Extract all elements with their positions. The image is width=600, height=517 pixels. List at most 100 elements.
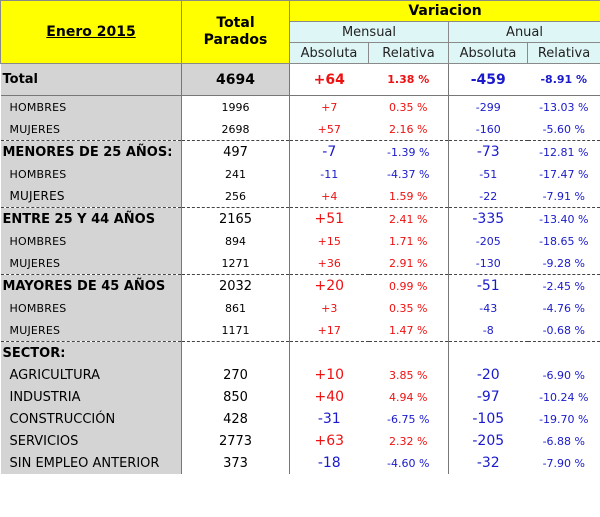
total-header-line1: Total (216, 15, 255, 31)
anual-absoluta: -205 (475, 234, 501, 248)
anual-relativa: -10.24 % (527, 386, 600, 408)
total-value: 256 (181, 185, 290, 208)
anual-relativa: -19.70 % (527, 408, 600, 430)
anual-absoluta: -8 (482, 323, 494, 337)
row-label: SERVICIOS (0, 430, 182, 452)
mensual-relativa: 3.85 % (368, 364, 449, 386)
total-value: 497 (181, 140, 290, 163)
table-row: MUJERES 1171 +17 1.47 % -8 -0.68 % (0, 319, 600, 342)
row-label: SIN EMPLEO ANTERIOR (0, 452, 182, 474)
table-row: HOMBRES 1996 +7 0.35 % -299 -13.03 % (0, 95, 600, 118)
mensual-absoluta: +15 (317, 234, 341, 248)
anual-absoluta: -43 (479, 301, 498, 315)
mensual-relativa: 2.41 % (368, 207, 449, 230)
anual-absoluta: -105 (472, 411, 505, 427)
unemployment-table: Enero 2015 Total Parados Variacion Mensu… (0, 0, 600, 474)
anual-absoluta-header: Absoluta (448, 42, 528, 64)
table-row: HOMBRES 241 -11 -4.37 % -51 -17.47 % (0, 163, 600, 185)
section-label: SECTOR: (0, 341, 182, 364)
mensual-relativa: 0.35 % (368, 297, 449, 319)
mensual-relativa: 1.71 % (368, 230, 449, 252)
row-label: MUJERES (0, 118, 182, 141)
mensual-absoluta: +10 (314, 367, 345, 383)
total-value: 1996 (181, 95, 290, 118)
table-row: AGRICULTURA 270 +10 3.85 % -20 -6.90 % (0, 364, 600, 386)
row-label: HOMBRES (0, 297, 182, 319)
mensual-relativa: -4.37 % (368, 163, 449, 185)
anual-relativa: -7.90 % (527, 452, 600, 474)
anual-absoluta: -20 (476, 367, 500, 383)
mensual-relativa: 0.35 % (368, 95, 449, 118)
mensual-absoluta: +40 (314, 389, 345, 405)
row-label: MENORES DE 25 AÑOS: (0, 140, 182, 163)
anual-relativa: -6.90 % (527, 364, 600, 386)
anual-relativa: -9.28 % (527, 252, 600, 275)
table-row-total: Total 4694 +64 1.38 % -459 -8.91 % (0, 63, 600, 96)
row-label: ENTRE 25 Y 44 AÑOS (0, 207, 182, 230)
anual-relativa: -17.47 % (527, 163, 600, 185)
mensual-absoluta: +36 (317, 256, 341, 270)
mensual-relativa: 1.47 % (368, 319, 449, 342)
row-label: MUJERES (0, 252, 182, 275)
anual-absoluta: -51 (448, 274, 528, 297)
mensual-relativa: 4.94 % (368, 386, 449, 408)
total-value: 2698 (181, 118, 290, 141)
mensual-relativa: 1.59 % (368, 185, 449, 208)
mensual-relativa: -1.39 % (368, 140, 449, 163)
total-parados-header: Total Parados (181, 0, 290, 64)
mensual-absoluta: +20 (289, 274, 369, 297)
row-label: HOMBRES (0, 95, 182, 118)
mensual-relativa: -4.60 % (368, 452, 449, 474)
anual-header: Anual (447, 21, 600, 43)
anual-relativa: -7.91 % (527, 185, 600, 208)
mensual-absoluta: +64 (289, 63, 369, 96)
row-label: Total (0, 63, 182, 96)
mensual-absoluta: +51 (289, 207, 369, 230)
row-label: MUJERES (0, 185, 182, 208)
mensual-absoluta: +4 (321, 189, 338, 203)
total-header-line2: Parados (203, 32, 268, 48)
table-row-section: SECTOR: (0, 341, 600, 364)
mensual-absoluta: +3 (321, 301, 338, 315)
anual-absoluta: -160 (475, 122, 501, 136)
anual-relativa: -6.88 % (527, 430, 600, 452)
row-label: MAYORES DE 45 AÑOS (0, 274, 182, 297)
row-label: INDUSTRIA (0, 386, 182, 408)
anual-absoluta: -97 (476, 389, 500, 405)
total-value: 373 (181, 452, 290, 474)
table-row: SIN EMPLEO ANTERIOR 373 -18 -4.60 % -32 … (0, 452, 600, 474)
anual-relativa-header: Relativa (526, 42, 600, 64)
table-row: SERVICIOS 2773 +63 2.32 % -205 -6.88 % (0, 430, 600, 452)
total-value: 428 (181, 408, 290, 430)
period-title: Enero 2015 (0, 0, 182, 64)
mensual-header: Mensual (289, 21, 449, 43)
mensual-absoluta: -31 (317, 411, 341, 427)
total-value: 1171 (181, 319, 290, 342)
mensual-relativa: 2.32 % (368, 430, 449, 452)
anual-absoluta: -205 (472, 433, 505, 449)
row-label: AGRICULTURA (0, 364, 182, 386)
anual-relativa: -18.65 % (527, 230, 600, 252)
mensual-absoluta: +57 (317, 122, 341, 136)
total-value: 894 (181, 230, 290, 252)
total-value: 2773 (181, 430, 290, 452)
anual-relativa: -0.68 % (527, 319, 600, 342)
anual-relativa: -2.45 % (527, 274, 600, 297)
mensual-absoluta: -18 (317, 455, 341, 471)
table-row-group: MENORES DE 25 AÑOS: 497 -7 -1.39 % -73 -… (0, 140, 600, 163)
table-row: MUJERES 256 +4 1.59 % -22 -7.91 % (0, 185, 600, 208)
anual-absoluta: -299 (475, 100, 501, 114)
anual-relativa: -4.76 % (527, 297, 600, 319)
mensual-relativa: 2.16 % (368, 118, 449, 141)
table-row-group: ENTRE 25 Y 44 AÑOS 2165 +51 2.41 % -335 … (0, 207, 600, 230)
total-value: 241 (181, 163, 290, 185)
anual-absoluta: -73 (448, 140, 528, 163)
anual-absoluta: -51 (479, 167, 498, 181)
mensual-relativa: 1.38 % (368, 63, 449, 96)
table-row: HOMBRES 861 +3 0.35 % -43 -4.76 % (0, 297, 600, 319)
table-row-group: MAYORES DE 45 AÑOS 2032 +20 0.99 % -51 -… (0, 274, 600, 297)
mensual-absoluta: +7 (321, 100, 338, 114)
total-value: 270 (181, 364, 290, 386)
total-value: 4694 (181, 63, 290, 96)
anual-absoluta: -335 (448, 207, 528, 230)
